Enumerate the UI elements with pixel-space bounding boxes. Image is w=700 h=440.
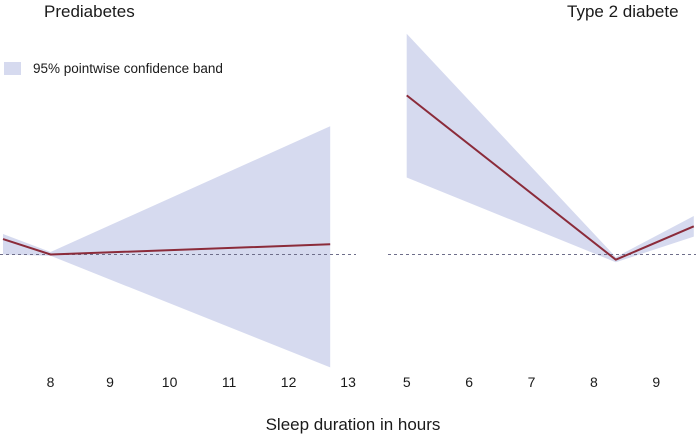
x-tick-label-type2-9: 9 xyxy=(652,374,660,390)
confidence-band-type2 xyxy=(406,33,694,263)
panel-title-prediabetes: Prediabetes xyxy=(44,2,135,21)
x-tick-label-type2-6: 6 xyxy=(465,374,473,390)
x-tick-label-type2-7: 7 xyxy=(528,374,536,390)
x-tick-label-prediabetes-11: 11 xyxy=(222,374,237,390)
legend-swatch xyxy=(4,62,21,75)
x-tick-label-prediabetes-10: 10 xyxy=(162,374,178,390)
x-tick-label-type2-5: 5 xyxy=(403,374,411,390)
legend-label: 95% pointwise confidence band xyxy=(33,61,223,76)
x-tick-label-type2-8: 8 xyxy=(590,374,598,390)
legend: 95% pointwise confidence band xyxy=(4,61,223,76)
estimate-line-prediabetes xyxy=(2,238,331,256)
x-tick-label-prediabetes-13: 13 xyxy=(340,374,356,390)
x-axis-label-text: Sleep duration in hours xyxy=(265,415,441,434)
estimate-line-type2 xyxy=(406,94,695,261)
panel-title-type2-diabetes: Type 2 diabete xyxy=(567,2,679,21)
confidence-band-prediabetes xyxy=(3,126,331,368)
x-tick-label-prediabetes-12: 12 xyxy=(281,374,297,390)
x-tick-label-prediabetes-9: 9 xyxy=(106,374,114,390)
x-tick-label-prediabetes-8: 8 xyxy=(47,374,55,390)
x-axis-label: Sleep duration in hours xyxy=(0,415,700,435)
